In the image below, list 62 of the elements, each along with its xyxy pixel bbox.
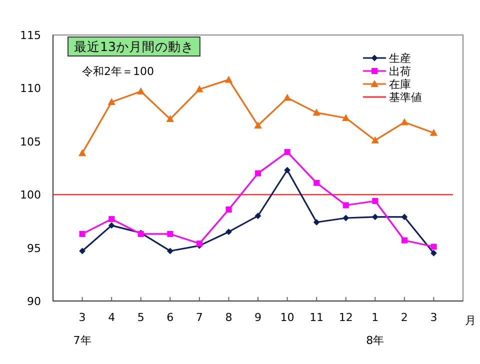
x-tick-label: 8 [225,311,232,324]
y-tick-label: 100 [20,188,41,202]
legend-label: 在庫 [389,78,411,91]
point [430,244,437,250]
point [342,114,350,121]
point [430,250,437,256]
point [108,98,116,106]
legend-label: 生産 [389,52,411,65]
point [78,149,86,156]
point [430,128,438,136]
x-tick-label: 9 [254,311,262,324]
chart-title: 最近13か月間の動き [74,39,194,54]
legend-label: 基準値 [389,91,422,104]
x-tick-label: 5 [137,311,144,324]
point [401,237,408,244]
text: 令和2年＝100 [82,65,154,78]
point [166,115,174,122]
x-tick-label: 10 [280,311,294,324]
point [283,94,292,101]
x-tick-label: 3 [430,311,438,324]
x-tick-label: 1 [372,311,379,324]
point [371,136,379,144]
y-tick-label: 110 [20,82,41,96]
text: 7年 [73,334,92,347]
y-tick-label: 90 [27,295,41,308]
x-tick-label: 2 [400,311,408,324]
point [313,219,320,226]
point [372,214,378,220]
point [342,214,350,222]
x-axis-title: 月 [465,314,476,327]
legend-label: 出荷 [389,65,411,78]
point [224,76,233,83]
point [254,121,262,128]
point [226,228,232,236]
point [284,149,290,156]
point [166,248,174,254]
point [108,216,115,222]
point [196,85,204,92]
point [108,222,115,229]
point [401,214,408,220]
x-tick-label: 7 [196,311,203,324]
point [254,212,262,220]
point [314,180,320,186]
y-tick-label: 115 [20,29,41,42]
point [312,108,320,116]
x-tick-label: 6 [166,311,174,324]
point [255,170,261,176]
point [137,87,145,94]
point [226,206,232,212]
x-tick-label: 12 [338,311,353,324]
point [342,202,349,208]
point [79,230,86,237]
y-tick-label: 95 [27,242,41,255]
point [372,198,378,204]
point [284,166,290,174]
x-tick-label: 11 [310,311,324,324]
point [400,118,408,126]
x-tick-label: 3 [78,311,86,324]
y-tick-label: 105 [20,135,41,148]
x-tick-label: 4 [108,311,116,324]
point [167,230,174,237]
text: 8年 [366,334,384,347]
